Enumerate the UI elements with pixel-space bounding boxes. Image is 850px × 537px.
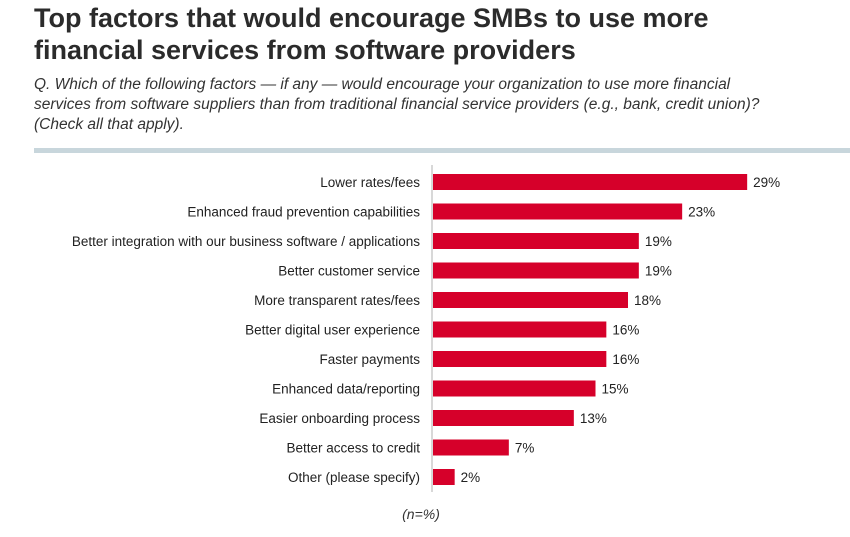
bar bbox=[433, 174, 748, 190]
bar bbox=[433, 321, 607, 338]
category-label: Better access to credit bbox=[286, 441, 420, 456]
data-label: 29% bbox=[753, 175, 780, 190]
category-label: Enhanced fraud prevention capabilities bbox=[187, 205, 420, 220]
data-label: 2% bbox=[461, 470, 481, 485]
data-label: 15% bbox=[602, 382, 629, 397]
category-label: Other (please specify) bbox=[288, 470, 420, 485]
data-label: 19% bbox=[645, 234, 672, 249]
sample-footnote: (n=%) bbox=[0, 506, 850, 522]
survey-question: Q. Which of the following factors — if a… bbox=[34, 76, 760, 133]
chart-title-line-2: financial services from software provide… bbox=[34, 35, 576, 65]
sample-footnote-text: (n=%) bbox=[402, 506, 440, 522]
bar bbox=[433, 233, 639, 249]
category-label: Easier onboarding process bbox=[259, 411, 420, 426]
header-divider bbox=[34, 148, 850, 153]
data-label: 18% bbox=[634, 293, 661, 308]
bar bbox=[433, 292, 628, 308]
category-label: Faster payments bbox=[319, 352, 420, 367]
data-label: 13% bbox=[580, 411, 607, 426]
chart-title: Top factors that would encourage SMBs to… bbox=[34, 2, 834, 66]
data-label: 16% bbox=[612, 352, 639, 367]
category-label: Better customer service bbox=[278, 264, 420, 279]
bar bbox=[433, 203, 683, 220]
category-label: Enhanced data/reporting bbox=[272, 382, 420, 397]
bar bbox=[433, 380, 596, 397]
category-label: Lower rates/fees bbox=[320, 175, 420, 190]
bar bbox=[433, 410, 574, 426]
bar bbox=[433, 469, 455, 485]
bar bbox=[433, 439, 509, 456]
bars-layer: Lower rates/fees 29% Enhanced fraud preven… bbox=[72, 174, 780, 485]
data-label: 7% bbox=[515, 441, 535, 456]
horizontal-bar-chart: Lower rates/fees 29% Enhanced fraud preven… bbox=[72, 165, 780, 492]
data-label: 19% bbox=[645, 264, 672, 279]
chart-title-line-1: Top factors that would encourage SMBs to… bbox=[34, 3, 709, 33]
data-label: 23% bbox=[688, 205, 715, 220]
category-label: Better digital user experience bbox=[245, 323, 420, 338]
bar bbox=[433, 351, 607, 367]
category-label: Better integration with our business sof… bbox=[72, 234, 420, 249]
data-label: 16% bbox=[612, 323, 639, 338]
category-label: More transparent rates/fees bbox=[254, 293, 420, 308]
bar bbox=[433, 262, 639, 279]
